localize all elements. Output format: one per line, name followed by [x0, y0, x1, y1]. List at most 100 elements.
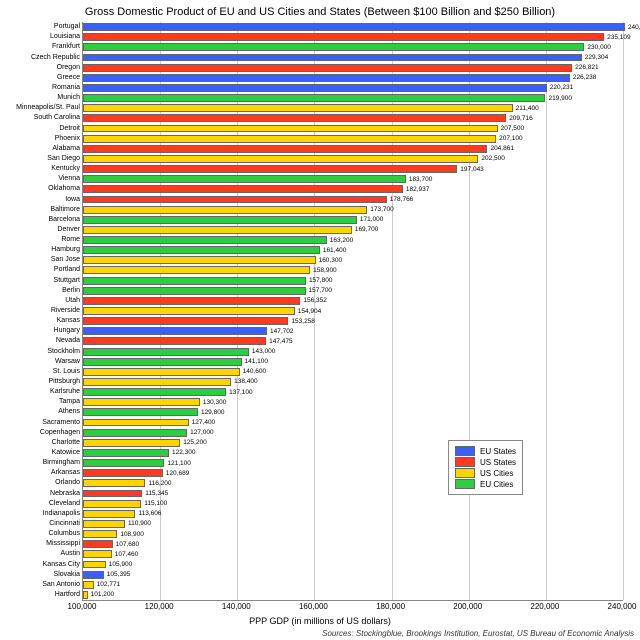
bar — [83, 287, 306, 295]
value-label: 127,000 — [190, 429, 214, 437]
y-label: Hartford — [0, 591, 80, 599]
x-tick-label: 200,000 — [453, 602, 482, 611]
bar — [83, 216, 357, 224]
bar — [83, 185, 403, 193]
y-label: South Carolina — [0, 114, 80, 122]
bar — [83, 429, 187, 437]
x-tick-label: 220,000 — [530, 602, 559, 611]
bar — [83, 165, 457, 173]
y-label: Cincinnati — [0, 520, 80, 528]
y-label: Birmingham — [0, 459, 80, 467]
value-label: 121,100 — [167, 460, 191, 468]
y-label: Nevada — [0, 337, 80, 345]
bar — [83, 155, 478, 163]
x-tick-label: 240,000 — [608, 602, 637, 611]
bar — [83, 368, 240, 376]
y-label: Portugal — [0, 23, 80, 31]
bar — [83, 226, 352, 234]
y-label: Nebraska — [0, 490, 80, 498]
legend: EU StatesUS StatesUS CitiesEU Cities — [448, 440, 523, 495]
value-label: 108,900 — [120, 531, 144, 539]
gdp-bar-chart: Gross Domestic Product of EU and US Citi… — [0, 0, 640, 640]
y-label: Kansas City — [0, 561, 80, 569]
y-label: Oklahoma — [0, 185, 80, 193]
value-label: 161,400 — [323, 247, 347, 255]
y-label: Denver — [0, 226, 80, 234]
x-tick-label: 100,000 — [68, 602, 97, 611]
bar — [83, 33, 604, 41]
y-label: San Diego — [0, 155, 80, 163]
bar — [83, 104, 513, 112]
y-label: Indianapolis — [0, 510, 80, 518]
value-label: 130,300 — [203, 399, 227, 407]
bar — [83, 358, 242, 366]
bar — [83, 236, 327, 244]
bar — [83, 84, 547, 92]
bar — [83, 337, 266, 345]
y-label: Athens — [0, 408, 80, 416]
legend-label: EU Cities — [480, 480, 513, 489]
bar — [83, 277, 306, 285]
value-label: 137,100 — [229, 389, 253, 397]
y-label: San Antonio — [0, 581, 80, 589]
y-label: Munich — [0, 94, 80, 102]
bar — [83, 500, 141, 508]
y-label: Columbus — [0, 530, 80, 538]
plot-area: 240,493235,109230,000229,304226,821226,2… — [82, 22, 623, 601]
chart-title: Gross Domestic Product of EU and US Citi… — [0, 0, 640, 20]
value-label: 204,861 — [490, 145, 514, 153]
value-label: 209,716 — [509, 115, 533, 123]
bar — [83, 94, 545, 102]
bar — [83, 490, 142, 498]
y-label: Oregon — [0, 64, 80, 72]
value-label: 116,200 — [148, 480, 171, 488]
value-label: 226,821 — [575, 64, 599, 72]
value-label: 158,900 — [313, 267, 337, 275]
y-label: St. Louis — [0, 368, 80, 376]
y-label: Iowa — [0, 196, 80, 204]
bar — [83, 114, 506, 122]
legend-swatch — [455, 468, 475, 478]
value-label: 105,900 — [109, 561, 133, 569]
value-label: 140,600 — [243, 368, 267, 376]
bar — [83, 135, 496, 143]
y-label: Minneapolis/St. Paul — [0, 104, 80, 112]
y-label: Barcelona — [0, 216, 80, 224]
x-tick-label: 180,000 — [376, 602, 405, 611]
value-label: 160,300 — [319, 257, 343, 265]
bar — [83, 520, 125, 528]
bar — [83, 479, 145, 487]
value-label: 110,900 — [128, 520, 151, 528]
bar — [83, 256, 316, 264]
y-label: Katowice — [0, 449, 80, 457]
y-label: San Jose — [0, 256, 80, 264]
value-label: 154,904 — [298, 308, 322, 316]
source-text: Sources: Stockingblue, Brookings Institu… — [322, 629, 634, 638]
value-label: 157,700 — [309, 287, 333, 295]
y-label: Louisiana — [0, 33, 80, 41]
value-label: 211,400 — [516, 105, 539, 113]
value-label: 157,800 — [309, 277, 333, 285]
value-label: 226,238 — [573, 74, 597, 82]
bar — [83, 54, 582, 62]
y-label: Arkansas — [0, 469, 80, 477]
y-label: Alabama — [0, 145, 80, 153]
value-label: 105,395 — [107, 571, 131, 579]
bar — [83, 196, 387, 204]
y-label: Hamburg — [0, 246, 80, 254]
legend-label: US Cities — [480, 469, 513, 478]
y-label: Kentucky — [0, 165, 80, 173]
value-label: 171,000 — [360, 216, 384, 224]
value-label: 178,766 — [390, 196, 414, 204]
value-label: 143,000 — [252, 348, 276, 356]
value-label: 156,352 — [303, 297, 327, 305]
value-label: 113,606 — [138, 510, 161, 518]
value-label: 153,258 — [291, 318, 315, 326]
bar — [83, 125, 498, 133]
value-label: 219,900 — [548, 95, 572, 103]
value-label: 230,000 — [587, 44, 611, 52]
value-label: 115,100 — [144, 500, 167, 508]
bar — [83, 469, 163, 477]
y-label: Copenhagen — [0, 429, 80, 437]
bar — [83, 408, 198, 416]
